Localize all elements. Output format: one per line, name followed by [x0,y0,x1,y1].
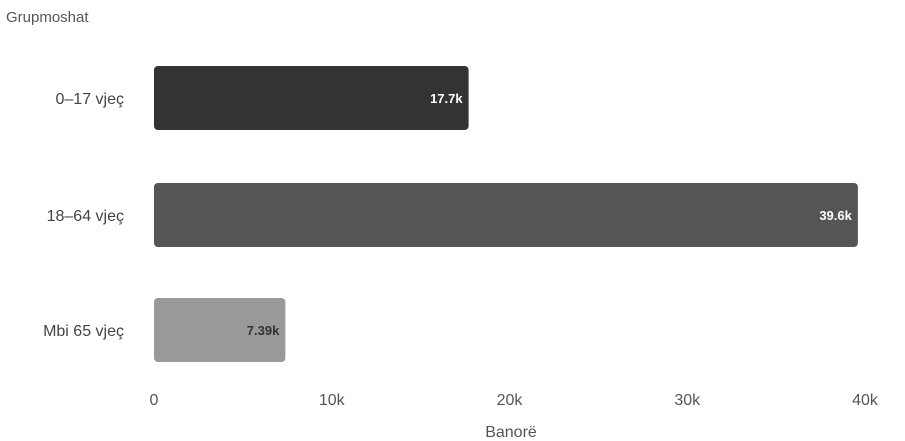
bar-value-label-0: 17.7k [430,91,463,106]
bar-value-label-1: 39.6k [819,208,852,223]
x-tick-labels: 0 10k 20k 30k 40k [150,392,879,409]
bar-0 [154,66,469,130]
bar-1 [154,183,858,247]
category-label-1: 18–64 vjeç [47,208,124,225]
bars-group: 17.7k 39.6k 7.39k [154,66,858,362]
category-label-0: 0–17 vjeç [56,91,125,108]
x-tick-label-2: 20k [497,392,524,409]
bar-2 [154,298,286,362]
y-axis-title: Grupmoshat [6,9,89,26]
x-tick-label-1: 10k [319,392,346,409]
x-tick-label-3: 30k [674,392,701,409]
category-labels: 0–17 vjeç 18–64 vjeç Mbi 65 vjeç [43,91,124,340]
x-axis-title: Banorë [485,424,537,441]
category-label-2: Mbi 65 vjeç [43,323,124,340]
x-tick-label-0: 0 [150,392,159,409]
x-tick-label-4: 40k [852,392,879,409]
bar-value-label-2: 7.39k [247,323,280,338]
